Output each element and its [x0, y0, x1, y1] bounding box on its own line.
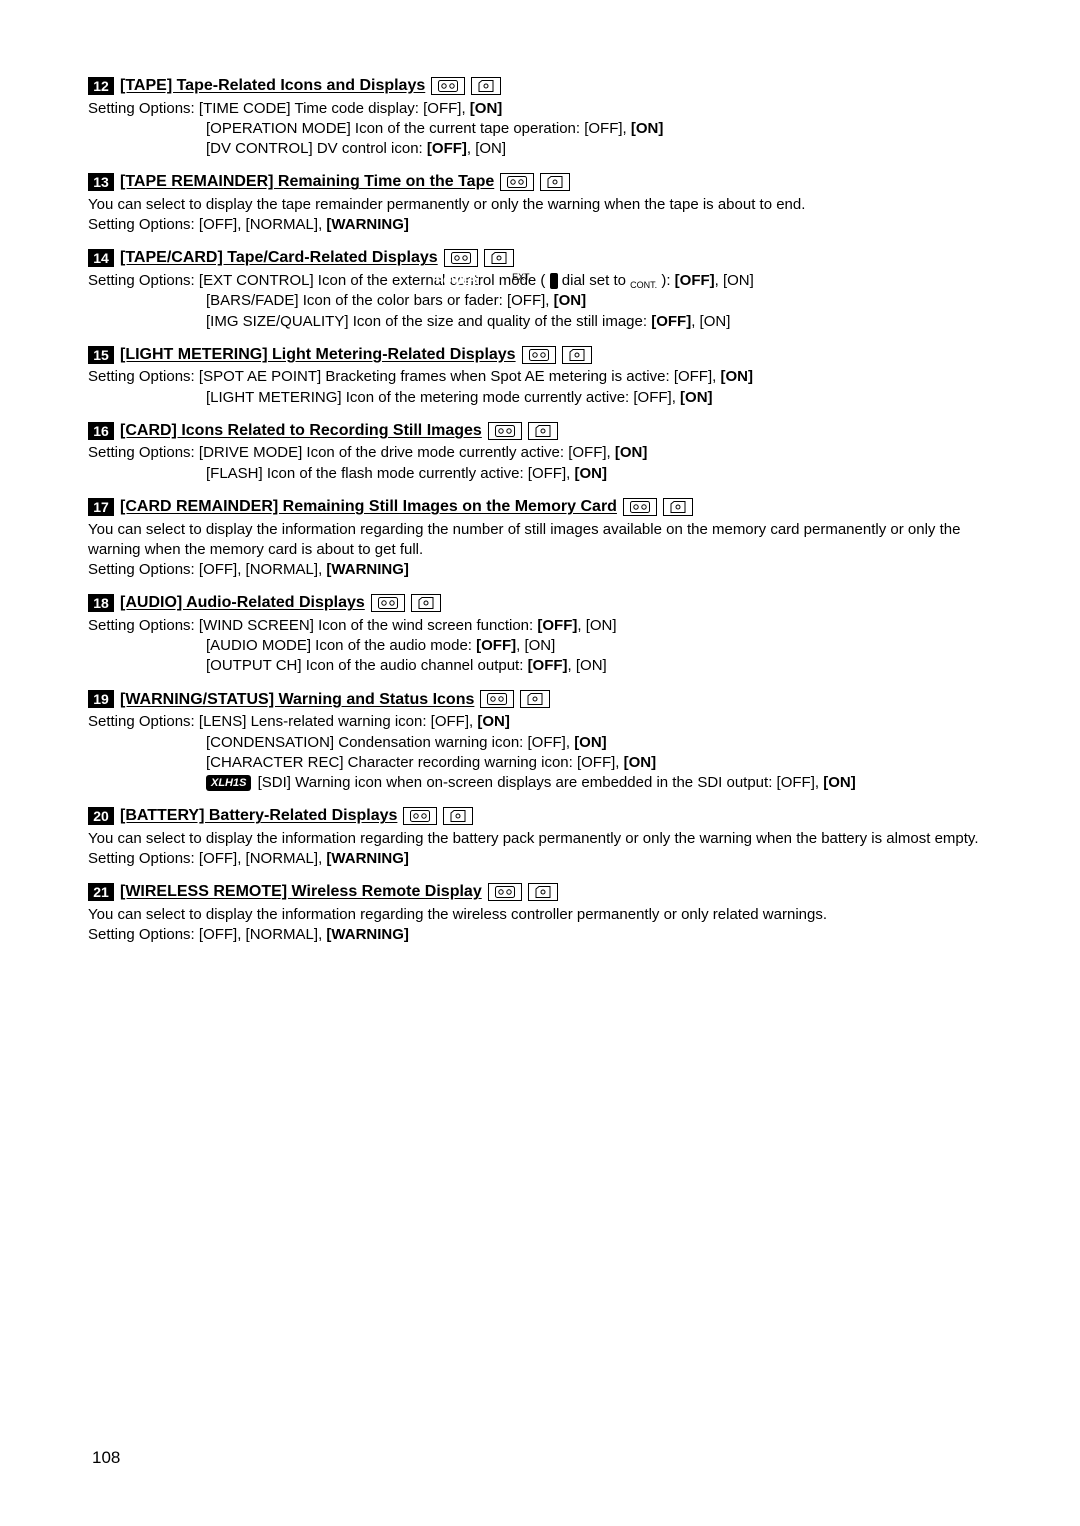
body-line: Setting Options: [OFF], [NORMAL], [WARNI…	[88, 849, 992, 869]
section-heading: 13 [TAPE REMAINDER] Remaining Time on the…	[88, 171, 992, 193]
tape-icon	[488, 883, 522, 901]
section-number-badge: 19	[88, 690, 114, 708]
card-icon	[663, 498, 693, 516]
section-title: [CARD REMAINDER] Remaining Still Images …	[120, 496, 617, 518]
section-title: [LIGHT METERING] Light Metering-Related …	[120, 344, 516, 366]
body-line: Setting Options: [LENS] Lens-related war…	[88, 712, 992, 732]
card-icon	[484, 249, 514, 267]
body-line: [CHARACTER REC] Character recording warn…	[88, 753, 992, 773]
manual-page: 12 [TAPE] Tape-Related Icons and Displays…	[0, 0, 1080, 1526]
section-12: 12 [TAPE] Tape-Related Icons and Displays…	[88, 75, 992, 159]
section-heading: 21 [WIRELESS REMOTE] Wireless Remote Disp…	[88, 881, 992, 903]
section-number-badge: 21	[88, 883, 114, 901]
tape-icon	[480, 690, 514, 708]
section-title: [WIRELESS REMOTE] Wireless Remote Displa…	[120, 881, 482, 903]
body-line: You can select to display the informatio…	[88, 905, 992, 925]
tape-icon	[522, 346, 556, 364]
body-line: Setting Options: [WIND SCREEN] Icon of t…	[88, 616, 992, 636]
section-title: [AUDIO] Audio-Related Displays	[120, 592, 365, 614]
body-line: [OUTPUT CH] Icon of the audio channel ou…	[88, 656, 992, 676]
body-line: Setting Options: [TIME CODE] Time code d…	[88, 99, 992, 119]
card-icon	[528, 422, 558, 440]
section-heading: 18 [AUDIO] Audio-Related Displays	[88, 592, 992, 614]
section-number-badge: 20	[88, 807, 114, 825]
section-heading: 16 [CARD] Icons Related to Recording Stil…	[88, 420, 992, 442]
section-heading: 17 [CARD REMAINDER] Remaining Still Image…	[88, 496, 992, 518]
body-line: [DV CONTROL] DV control icon: [OFF], [ON…	[88, 139, 992, 159]
card-icon	[471, 77, 501, 95]
body-line: Setting Options: [OFF], [NORMAL], [WARNI…	[88, 925, 992, 945]
section-title: [TAPE/CARD] Tape/Card-Related Displays	[120, 247, 438, 269]
section-number-badge: 15	[88, 346, 114, 364]
section-20: 20 [BATTERY] Battery-Related DisplaysYou …	[88, 805, 992, 869]
section-number-badge: 12	[88, 77, 114, 95]
section-15: 15 [LIGHT METERING] Light Metering-Relate…	[88, 344, 992, 408]
body-line: You can select to display the tape remai…	[88, 195, 992, 215]
section-heading: 19 [WARNING/STATUS] Warning and Status Ic…	[88, 689, 992, 711]
section-title: [CARD] Icons Related to Recording Still …	[120, 420, 482, 442]
body-line: Setting Options: [OFF], [NORMAL], [WARNI…	[88, 215, 992, 235]
tape-icon	[500, 173, 534, 191]
tape-icon	[444, 249, 478, 267]
body-line: [LIGHT METERING] Icon of the metering mo…	[88, 388, 992, 408]
section-title: [TAPE] Tape-Related Icons and Displays	[120, 75, 425, 97]
sections-container: 12 [TAPE] Tape-Related Icons and Displays…	[88, 75, 992, 945]
section-number-badge: 14	[88, 249, 114, 267]
section-heading: 20 [BATTERY] Battery-Related Displays	[88, 805, 992, 827]
card-icon	[540, 173, 570, 191]
section-title: [TAPE REMAINDER] Remaining Time on the T…	[120, 171, 494, 193]
body-line: XLH1S [SDI] Warning icon when on-screen …	[88, 773, 992, 793]
card-icon	[562, 346, 592, 364]
card-icon	[411, 594, 441, 612]
section-16: 16 [CARD] Icons Related to Recording Stil…	[88, 420, 992, 484]
section-heading: 12 [TAPE] Tape-Related Icons and Displays	[88, 75, 992, 97]
body-line: You can select to display the informatio…	[88, 520, 992, 561]
tape-icon	[431, 77, 465, 95]
section-18: 18 [AUDIO] Audio-Related DisplaysSetting …	[88, 592, 992, 676]
body-line: [BARS/FADE] Icon of the color bars or fa…	[88, 291, 992, 311]
body-line: [OPERATION MODE] Icon of the current tap…	[88, 119, 992, 139]
section-heading: 15 [LIGHT METERING] Light Metering-Relate…	[88, 344, 992, 366]
tape-icon	[623, 498, 657, 516]
section-number-badge: 16	[88, 422, 114, 440]
card-icon	[520, 690, 550, 708]
section-number-badge: 13	[88, 173, 114, 191]
body-line: [IMG SIZE/QUALITY] Icon of the size and …	[88, 312, 992, 332]
card-icon	[443, 807, 473, 825]
section-19: 19 [WARNING/STATUS] Warning and Status Ic…	[88, 689, 992, 794]
section-number-badge: 18	[88, 594, 114, 612]
body-line: Setting Options: [DRIVE MODE] Icon of th…	[88, 443, 992, 463]
tape-icon	[403, 807, 437, 825]
section-heading: 14 [TAPE/CARD] Tape/Card-Related Displays	[88, 247, 992, 269]
section-14: 14 [TAPE/CARD] Tape/Card-Related Displays…	[88, 247, 992, 331]
card-icon	[528, 883, 558, 901]
body-line: Setting Options: [EXT CONTROL] Icon of t…	[88, 271, 992, 291]
body-line: [AUDIO MODE] Icon of the audio mode: [OF…	[88, 636, 992, 656]
tape-icon	[488, 422, 522, 440]
tape-icon	[371, 594, 405, 612]
body-line: [FLASH] Icon of the flash mode currently…	[88, 464, 992, 484]
body-line: Setting Options: [OFF], [NORMAL], [WARNI…	[88, 560, 992, 580]
section-13: 13 [TAPE REMAINDER] Remaining Time on the…	[88, 171, 992, 235]
section-17: 17 [CARD REMAINDER] Remaining Still Image…	[88, 496, 992, 580]
section-title: [BATTERY] Battery-Related Displays	[120, 805, 397, 827]
section-title: [WARNING/STATUS] Warning and Status Icon…	[120, 689, 474, 711]
section-21: 21 [WIRELESS REMOTE] Wireless Remote Disp…	[88, 881, 992, 945]
section-number-badge: 17	[88, 498, 114, 516]
body-line: You can select to display the informatio…	[88, 829, 992, 849]
page-number: 108	[92, 1447, 120, 1470]
body-line: Setting Options: [SPOT AE POINT] Bracket…	[88, 367, 992, 387]
body-line: [CONDENSATION] Condensation warning icon…	[88, 733, 992, 753]
